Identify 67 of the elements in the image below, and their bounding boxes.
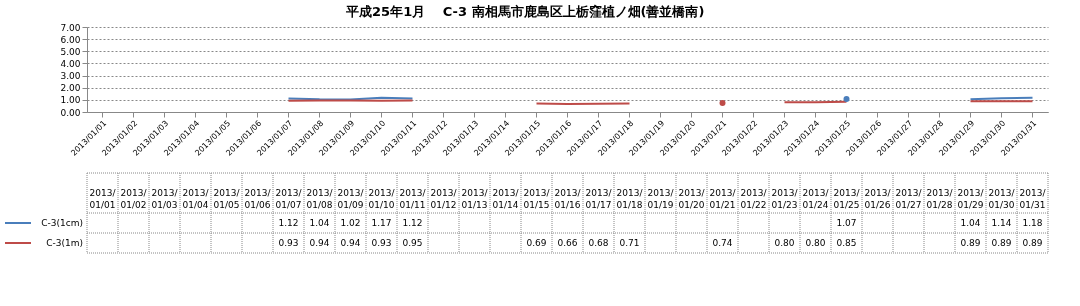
data-label: 0.89 bbox=[991, 238, 1012, 248]
category-label: 2013/01/19 bbox=[647, 188, 674, 210]
data-label: 0.85 bbox=[836, 238, 857, 248]
category-label: 2013/01/07 bbox=[275, 188, 302, 210]
category-label: 2013/01/09 bbox=[337, 188, 364, 210]
category-label: 2013/01/03 bbox=[151, 188, 178, 210]
data-label: 0.94 bbox=[340, 238, 361, 248]
category-label: 2013/01/08 bbox=[306, 188, 333, 210]
y-tick-label: 0.00 bbox=[60, 107, 81, 118]
category-label: 2013/01/06 bbox=[244, 188, 271, 210]
chart-title: 平成25年1月 C-3 南相馬市鹿島区上栃窪植ノ畑(善並橋南) bbox=[345, 4, 705, 19]
y-tick-label: 6.00 bbox=[60, 34, 81, 45]
data-label: 0.89 bbox=[1022, 238, 1043, 248]
y-tick-label: 5.00 bbox=[60, 46, 81, 57]
data-label: 1.14 bbox=[991, 218, 1012, 228]
data-label: 1.04 bbox=[960, 218, 981, 228]
category-label: 2013/01/22 bbox=[740, 188, 767, 210]
category-label: 2013/01/23 bbox=[771, 188, 798, 210]
y-tick-label: 3.00 bbox=[60, 71, 81, 82]
data-label: 0.93 bbox=[278, 238, 299, 248]
category-label: 2013/01/15 bbox=[523, 188, 550, 210]
data-label: 0.80 bbox=[774, 238, 795, 248]
category-label: 2013/01/02 bbox=[120, 188, 147, 210]
category-label: 2013/01/14 bbox=[492, 188, 519, 210]
data-label: 0.74 bbox=[712, 238, 733, 248]
data-label: 0.69 bbox=[526, 238, 547, 248]
data-label: 1.12 bbox=[278, 218, 299, 228]
category-label: 2013/01/13 bbox=[461, 188, 488, 210]
data-label: 0.68 bbox=[588, 238, 609, 248]
y-tick-label: 1.00 bbox=[60, 95, 81, 106]
category-label: 2013/01/12 bbox=[430, 188, 457, 210]
data-label: 0.94 bbox=[309, 238, 330, 248]
category-label: 2013/01/18 bbox=[616, 188, 643, 210]
category-label: 2013/01/16 bbox=[554, 188, 581, 210]
category-label: 2013/01/17 bbox=[585, 188, 612, 210]
category-label: 2013/01/28 bbox=[926, 188, 953, 210]
data-label: 1.04 bbox=[309, 218, 330, 228]
y-tick-label: 7.00 bbox=[60, 22, 81, 33]
category-label: 2013/01/25 bbox=[833, 188, 860, 210]
data-label: 0.71 bbox=[619, 238, 640, 248]
category-label: 2013/01/29 bbox=[957, 188, 984, 210]
y-tick-label: 2.00 bbox=[60, 83, 81, 94]
data-label: 0.80 bbox=[805, 238, 826, 248]
legend-label: C-3(1m) bbox=[46, 238, 83, 248]
category-label: 2013/01/27 bbox=[895, 188, 922, 210]
category-label: 2013/01/05 bbox=[213, 188, 240, 210]
category-label: 2013/01/24 bbox=[802, 188, 829, 210]
category-label: 2013/01/21 bbox=[709, 188, 736, 210]
data-label: 0.95 bbox=[402, 238, 423, 248]
category-label: 2013/01/10 bbox=[368, 188, 395, 210]
data-label: 0.93 bbox=[371, 238, 392, 248]
category-label: 2013/01/01 bbox=[89, 188, 116, 210]
data-label: 0.66 bbox=[557, 238, 578, 248]
category-label: 2013/01/04 bbox=[182, 188, 209, 210]
category-label: 2013/01/31 bbox=[1019, 188, 1046, 210]
legend-label: C-3(1cm) bbox=[41, 218, 83, 228]
category-label: 2013/01/20 bbox=[678, 188, 705, 210]
category-label: 2013/01/30 bbox=[988, 188, 1015, 210]
data-label: 1.07 bbox=[836, 218, 857, 228]
y-tick-label: 4.00 bbox=[60, 58, 81, 69]
data-label: 1.18 bbox=[1022, 218, 1043, 228]
data-label: 1.17 bbox=[371, 218, 392, 228]
data-label: 1.12 bbox=[402, 218, 423, 228]
category-label: 2013/01/11 bbox=[399, 188, 426, 210]
data-label: 0.89 bbox=[960, 238, 981, 248]
data-label: 1.02 bbox=[340, 218, 361, 228]
category-label: 2013/01/26 bbox=[864, 188, 891, 210]
